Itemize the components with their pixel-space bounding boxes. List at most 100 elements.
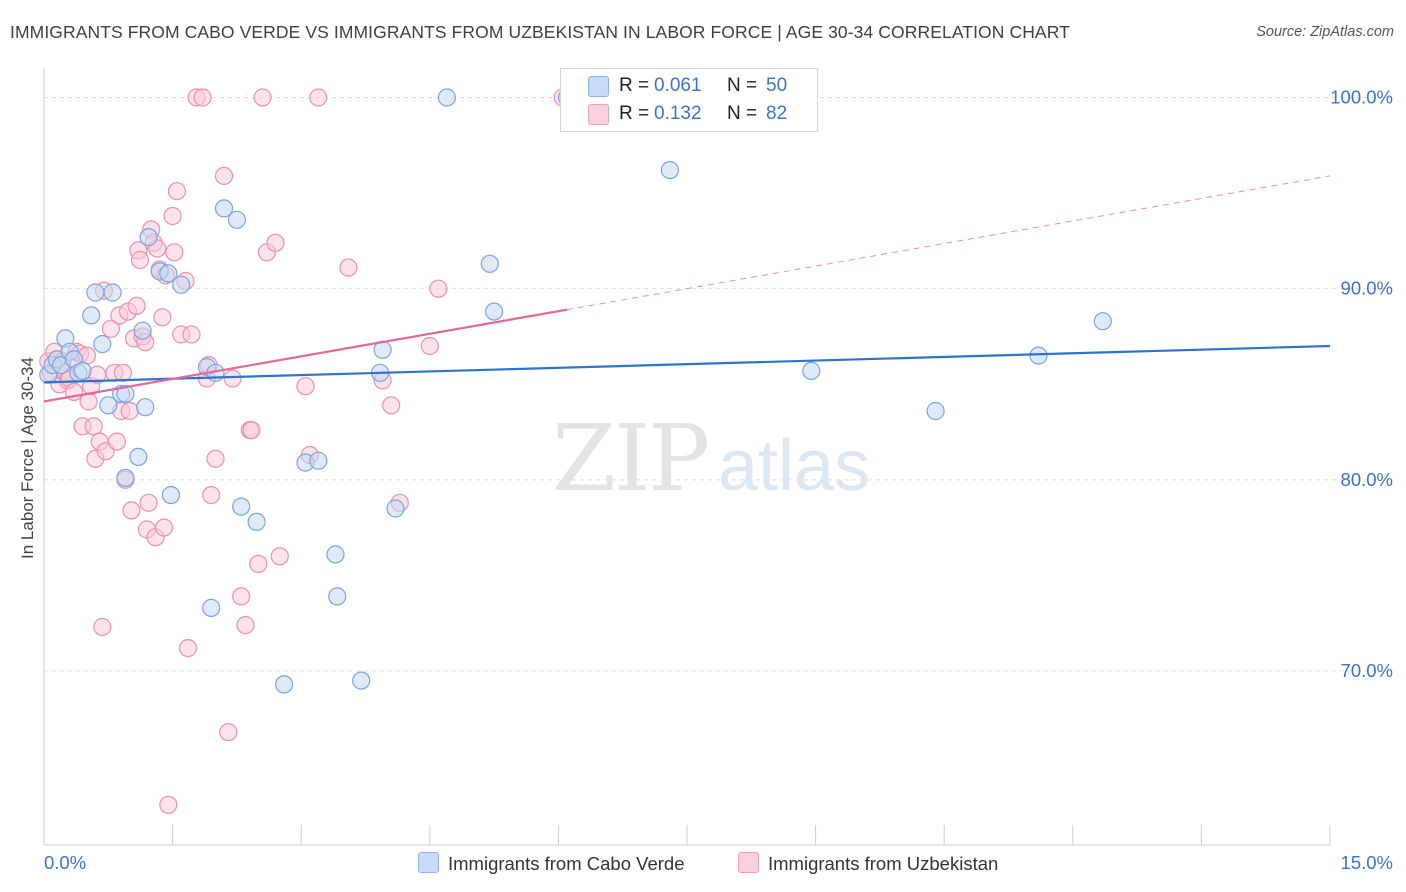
cabo-verde-point[interactable] bbox=[275, 675, 294, 694]
uzbekistan-point[interactable] bbox=[159, 795, 178, 814]
trend-lines bbox=[43, 175, 1331, 403]
cabo-verde-point[interactable] bbox=[1093, 312, 1112, 331]
uzbekistan-point[interactable] bbox=[270, 547, 289, 566]
n-label: N = bbox=[727, 75, 758, 96]
legend-label-uzbekistan: Immigrants from Uzbekistan bbox=[768, 853, 999, 874]
cabo-verde-point[interactable] bbox=[161, 486, 180, 505]
uzbekistan-point[interactable] bbox=[242, 421, 261, 440]
stats-row-uzbekistan: R = 0.132 N = 82 bbox=[561, 100, 817, 128]
uzbekistan-point[interactable] bbox=[253, 88, 272, 107]
uzbekistan-trend-extension bbox=[566, 175, 1331, 311]
uzbekistan-point[interactable] bbox=[206, 449, 225, 468]
cabo-verde-point[interactable] bbox=[386, 499, 405, 518]
cabo-verde-point[interactable] bbox=[129, 447, 148, 466]
uzbekistan-point[interactable] bbox=[223, 369, 242, 388]
uzbekistan-point[interactable] bbox=[296, 377, 315, 396]
x-tick-label-min: 0.0% bbox=[44, 852, 86, 873]
uzbekistan-point[interactable] bbox=[84, 417, 103, 436]
cabo-verde-point[interactable] bbox=[172, 275, 191, 294]
uzbekistan-point[interactable] bbox=[309, 88, 328, 107]
cabo-verde-point[interactable] bbox=[326, 545, 345, 564]
cabo-verde-point[interactable] bbox=[227, 210, 246, 229]
source-value: ZipAtlas.com bbox=[1310, 24, 1394, 40]
cabo-verde-point[interactable] bbox=[116, 468, 135, 487]
uzbekistan-point[interactable] bbox=[163, 206, 182, 226]
uzbekistan-point[interactable] bbox=[113, 363, 133, 382]
uzbekistan-point[interactable] bbox=[167, 182, 186, 201]
uzbekistan-point[interactable] bbox=[232, 587, 251, 606]
uzbekistan-point[interactable] bbox=[127, 296, 146, 315]
uzbekistan-point[interactable] bbox=[193, 88, 212, 107]
cabo-verde-point[interactable] bbox=[202, 598, 221, 618]
uzbekistan-point[interactable] bbox=[101, 319, 121, 338]
x-tick-labels: 0.0% 15.0% bbox=[44, 852, 1393, 873]
y-tick-label: 90.0% bbox=[1341, 278, 1393, 299]
uzbekistan-point[interactable] bbox=[165, 243, 184, 262]
cabo-verde-point[interactable] bbox=[73, 361, 92, 380]
cabo-verde-point[interactable] bbox=[139, 228, 158, 247]
uzbekistan-point[interactable] bbox=[219, 723, 238, 742]
legend-swatch-pink bbox=[738, 852, 759, 873]
uzbekistan-point[interactable] bbox=[107, 432, 127, 451]
r-value: 0.132 bbox=[654, 103, 702, 124]
cabo-verde-point[interactable] bbox=[1029, 346, 1048, 365]
uzbekistan-point[interactable] bbox=[93, 617, 112, 637]
uzbekistan-point[interactable] bbox=[249, 554, 268, 574]
cabo-verde-point[interactable] bbox=[232, 497, 251, 516]
stats-row-cabo-verde: R = 0.061 N = 50 bbox=[561, 72, 817, 100]
r-value: 0.061 bbox=[654, 75, 702, 96]
legend-swatch-blue bbox=[418, 852, 439, 873]
uzbekistan-point[interactable] bbox=[139, 493, 158, 512]
cabo-verde-point[interactable] bbox=[82, 306, 101, 325]
uzbekistan-point[interactable] bbox=[130, 250, 150, 270]
watermark-zip: ZIP bbox=[552, 405, 708, 512]
cabo-verde-point[interactable] bbox=[99, 396, 118, 415]
cabo-verde-point[interactable] bbox=[136, 398, 155, 417]
uzbekistan-point[interactable] bbox=[120, 401, 139, 421]
cabo-verde-point[interactable] bbox=[116, 384, 135, 403]
cabo-verde-point[interactable] bbox=[247, 512, 266, 532]
legend-item-cabo-verde[interactable]: Immigrants from Cabo Verde bbox=[418, 852, 684, 878]
y-tick-label: 70.0% bbox=[1341, 660, 1393, 681]
uzbekistan-point[interactable] bbox=[122, 501, 141, 520]
uzbekistan-point[interactable] bbox=[236, 615, 255, 635]
cabo-verde-point[interactable] bbox=[103, 283, 122, 302]
cabo-verde-point[interactable] bbox=[214, 199, 234, 218]
cabo-verde-point[interactable] bbox=[485, 302, 504, 321]
uzbekistan-point[interactable] bbox=[178, 638, 198, 658]
cabo-verde-point[interactable] bbox=[86, 283, 105, 302]
cabo-verde-point[interactable] bbox=[480, 254, 499, 273]
uzbekistan-point[interactable] bbox=[382, 396, 401, 415]
cabo-verde-point[interactable] bbox=[309, 451, 328, 470]
uzbekistan-swatch bbox=[588, 104, 609, 125]
cabo-verde-point[interactable] bbox=[93, 335, 112, 354]
cabo-verde-point[interactable] bbox=[437, 88, 456, 107]
legend-item-uzbekistan[interactable]: Immigrants from Uzbekistan bbox=[738, 852, 998, 878]
uzbekistan-point[interactable] bbox=[429, 279, 448, 298]
cabo-verde-trend-line bbox=[43, 344, 1331, 384]
source-label: Source: bbox=[1256, 24, 1307, 40]
cabo-verde-point[interactable] bbox=[159, 264, 178, 283]
cabo-verde-point[interactable] bbox=[660, 161, 680, 180]
watermark-atlas: atlas bbox=[718, 426, 870, 506]
uzbekistan-point[interactable] bbox=[182, 325, 201, 344]
uzbekistan-point[interactable] bbox=[420, 336, 439, 356]
uzbekistan-point[interactable] bbox=[153, 308, 172, 327]
n-value: 50 bbox=[766, 75, 788, 96]
cabo-verde-point[interactable] bbox=[352, 671, 371, 690]
uzbekistan-point[interactable] bbox=[202, 486, 221, 505]
uzbekistan-point[interactable] bbox=[154, 518, 174, 537]
chart-title: IMMIGRANTS FROM CABO VERDE VS IMMIGRANTS… bbox=[10, 22, 1070, 42]
cabo-verde-point[interactable] bbox=[133, 321, 152, 340]
uzbekistan-point[interactable] bbox=[214, 166, 234, 185]
uzbekistan-trend-line bbox=[43, 308, 568, 403]
r-label: R = bbox=[619, 75, 650, 96]
cabo-verde-point[interactable] bbox=[802, 361, 821, 380]
y-tick-labels: 70.0% 80.0% 90.0% 100.0% bbox=[1330, 87, 1393, 682]
cabo-verde-point[interactable] bbox=[328, 587, 347, 606]
uzbekistan-point[interactable] bbox=[339, 258, 358, 277]
y-tick-label: 80.0% bbox=[1341, 469, 1393, 490]
cabo-verde-point[interactable] bbox=[926, 401, 945, 421]
uzbekistan-point[interactable] bbox=[266, 233, 285, 252]
